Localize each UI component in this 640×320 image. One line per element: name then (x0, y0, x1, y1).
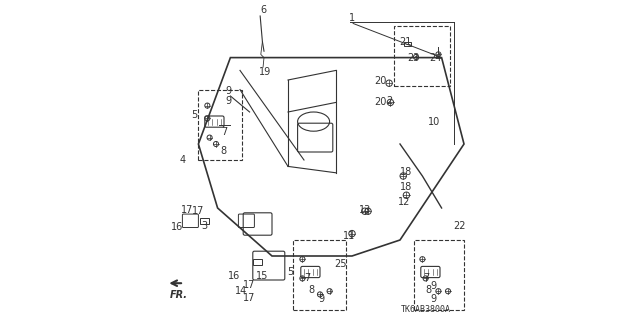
Text: 3: 3 (201, 220, 207, 231)
Text: 20: 20 (374, 97, 387, 108)
Text: 25: 25 (335, 259, 347, 269)
Text: 17: 17 (243, 280, 255, 291)
Text: 17: 17 (181, 204, 193, 215)
Text: 14: 14 (235, 286, 248, 296)
Text: 10: 10 (428, 116, 440, 127)
Text: 16: 16 (228, 271, 241, 281)
Text: 22: 22 (453, 220, 465, 231)
Text: 17: 17 (243, 293, 255, 303)
Text: 13: 13 (358, 204, 371, 215)
Text: 5: 5 (287, 267, 294, 277)
Text: 12: 12 (397, 196, 410, 207)
Text: 8: 8 (425, 285, 431, 295)
Bar (253, 259, 262, 265)
Text: 9: 9 (225, 86, 231, 96)
Text: 6: 6 (260, 5, 266, 15)
Text: TK6AB3800A: TK6AB3800A (401, 305, 451, 314)
Text: 7: 7 (221, 127, 227, 137)
Text: 15: 15 (255, 271, 268, 281)
Text: 5: 5 (191, 110, 198, 120)
Text: 4: 4 (180, 155, 186, 165)
Text: 8: 8 (308, 285, 315, 295)
Text: 19: 19 (259, 67, 271, 77)
Text: 1: 1 (349, 12, 355, 23)
Text: 21: 21 (399, 36, 412, 47)
Text: 8: 8 (220, 146, 227, 156)
Text: 20: 20 (374, 76, 387, 86)
Text: 7: 7 (305, 273, 310, 283)
Text: 11: 11 (343, 231, 356, 241)
Text: 9: 9 (318, 294, 324, 304)
Text: 7: 7 (424, 273, 429, 283)
Bar (404, 42, 411, 46)
Text: 2: 2 (387, 96, 393, 106)
Text: 18: 18 (400, 182, 413, 192)
Text: 18: 18 (400, 167, 413, 177)
Text: FR.: FR. (170, 290, 188, 300)
Text: 9: 9 (225, 96, 231, 106)
Text: 16: 16 (170, 222, 183, 232)
Text: 23: 23 (407, 53, 420, 63)
Text: 24: 24 (429, 53, 442, 63)
Text: 9: 9 (431, 281, 437, 292)
Text: 9: 9 (431, 294, 437, 304)
Text: 17: 17 (191, 206, 204, 216)
Bar (200, 218, 209, 224)
